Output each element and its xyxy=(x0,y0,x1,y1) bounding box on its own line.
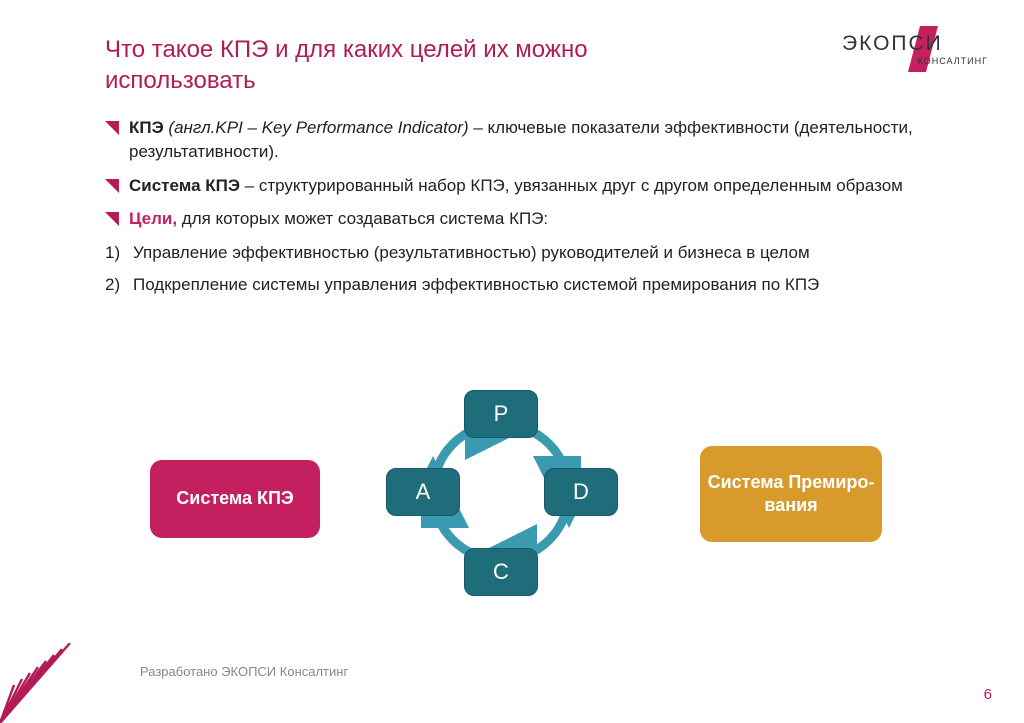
page-number: 6 xyxy=(984,686,992,703)
numbered-item: 1) Управление эффективностью (результати… xyxy=(105,241,915,265)
pdca-cycle: P D C A xyxy=(376,390,626,640)
logo-subtitle: КОНСАЛТИНГ xyxy=(918,56,988,66)
footer-text: Разработано ЭКОПСИ Консалтинг xyxy=(140,664,348,679)
logo-text: ЭКОПСИ xyxy=(842,32,943,55)
slide-title: Что такое КПЭ и для каких целей их можно… xyxy=(105,34,665,96)
numbered-marker: 2) xyxy=(105,273,133,297)
numbered-marker: 1) xyxy=(105,241,133,265)
content-area: КПЭ (англ.KPI – Key Performance Indicato… xyxy=(105,116,915,305)
bullet-item: Система КПЭ – структурированный набор КП… xyxy=(105,174,915,198)
bullet-text: Система КПЭ – структурированный набор КП… xyxy=(129,174,903,198)
pdca-node-c: C xyxy=(464,548,538,596)
bullet-text: КПЭ (англ.KPI – Key Performance Indicato… xyxy=(129,116,915,164)
diagram-area: Система КПЭ Система Премиро-вания P D C … xyxy=(0,400,1024,640)
bullet-marker-icon xyxy=(105,121,119,135)
right-box: Система Премиро-вания xyxy=(700,446,882,542)
bullet-lead: КПЭ xyxy=(129,118,168,137)
corner-decoration-icon xyxy=(0,643,120,723)
bullet-rest: – структурированный набор КПЭ, увязанных… xyxy=(240,176,903,195)
numbered-text: Подкрепление системы управления эффектив… xyxy=(133,273,819,297)
pdca-node-d: D xyxy=(544,468,618,516)
bullet-marker-icon xyxy=(105,179,119,193)
bullet-rest: для которых может создаваться система КП… xyxy=(177,209,548,228)
bullet-italic: (англ.KPI – Key Performance Indicator) xyxy=(168,118,468,137)
bullet-text: Цели, для которых может создаваться сист… xyxy=(129,207,548,231)
logo: ЭКОПСИ КОНСАЛТИНГ xyxy=(840,24,990,74)
left-box: Система КПЭ xyxy=(150,460,320,538)
bullet-marker-icon xyxy=(105,212,119,226)
numbered-item: 2) Подкрепление системы управления эффек… xyxy=(105,273,915,297)
pdca-node-a: A xyxy=(386,468,460,516)
numbered-text: Управление эффективностью (результативно… xyxy=(133,241,810,265)
left-box-label: Система КПЭ xyxy=(176,487,293,510)
bullet-item: Цели, для которых может создаваться сист… xyxy=(105,207,915,231)
right-box-label: Система Премиро-вания xyxy=(700,471,882,518)
bullet-lead: Цели, xyxy=(129,209,177,228)
pdca-node-p: P xyxy=(464,390,538,438)
bullet-lead: Система КПЭ xyxy=(129,176,240,195)
bullet-item: КПЭ (англ.KPI – Key Performance Indicato… xyxy=(105,116,915,164)
